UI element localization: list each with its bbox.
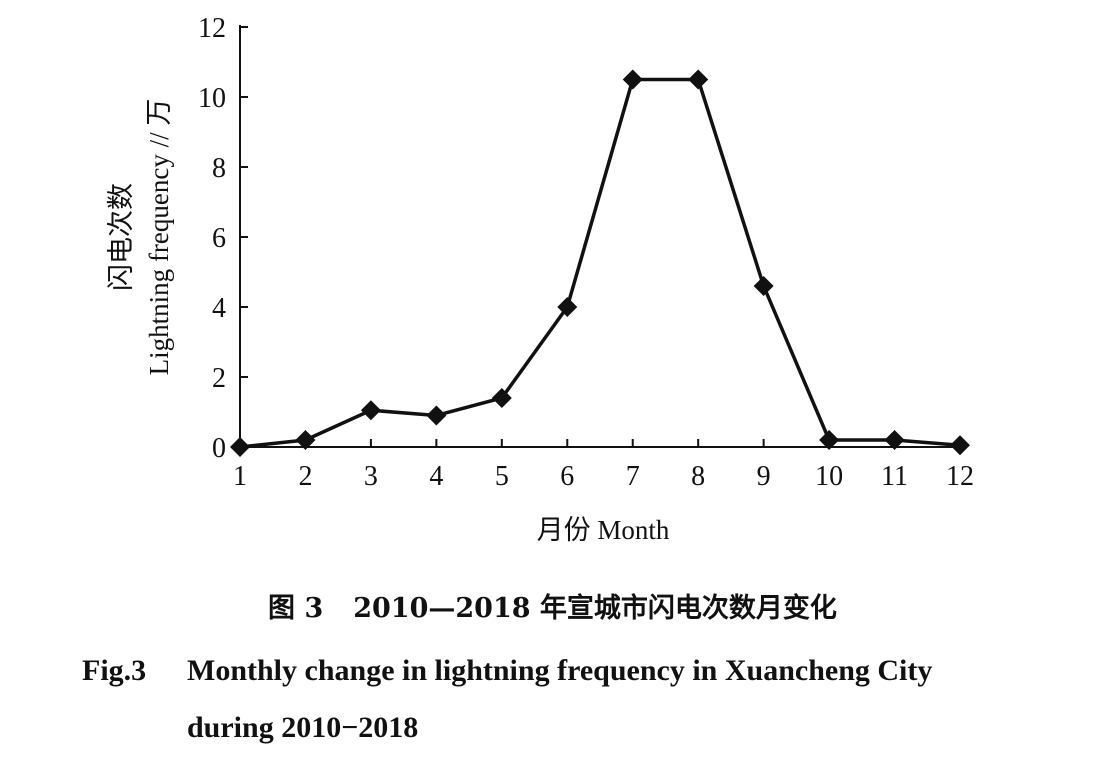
data-point-diamond	[819, 430, 840, 450]
x-tick-label: 6	[560, 461, 574, 492]
data-point-diamond	[950, 435, 970, 456]
data-point-diamond	[753, 276, 774, 296]
y-axis-title-cn: 闪电次数	[106, 183, 136, 291]
data-point-diamond	[491, 388, 512, 408]
data-point-diamond	[557, 297, 578, 317]
x-tick-label: 2	[298, 461, 312, 492]
caption-en-text-line2: during 2010−2018	[187, 711, 419, 744]
x-tick-label: 9	[757, 461, 771, 492]
data-point-diamond	[688, 69, 709, 90]
data-point-diamond	[884, 430, 905, 450]
x-tick-label: 11	[881, 461, 908, 492]
y-tick-label: 0	[212, 433, 226, 464]
figure-caption-cn: 图 3 2010—2018 年宣城市闪电次数月变化	[0, 586, 1105, 625]
y-tick-label: 12	[198, 13, 226, 44]
caption-cn-label: 图 3	[268, 593, 324, 624]
x-tick-label: 4	[429, 461, 443, 492]
y-axis-title-en: Lightning frequency // 万	[144, 99, 174, 376]
caption-cn-text: 2010—2018 年宣城市闪电次数月变化	[353, 593, 837, 624]
figure-caption-en: Fig.3 Monthly change in lightning frequen…	[82, 642, 1042, 756]
series	[230, 69, 970, 457]
y-tick-label: 10	[198, 83, 226, 114]
x-axis-title: 月份 Month	[537, 515, 670, 545]
y-tick-label: 2	[212, 363, 226, 394]
x-tick-label: 1	[233, 461, 247, 492]
caption-en-text-line1: Monthly change in lightning frequency in…	[187, 654, 933, 687]
x-tick-label: 8	[691, 461, 705, 492]
axes	[239, 25, 962, 448]
caption-en-label: Fig.3	[82, 654, 147, 687]
x-tick-label: 10	[815, 461, 843, 492]
data-point-diamond	[426, 405, 447, 426]
data-point-diamond	[622, 69, 643, 90]
y-tick-label: 4	[212, 293, 226, 324]
x-tick-label: 3	[364, 461, 378, 492]
data-point-diamond	[295, 430, 316, 450]
x-tick-label: 12	[946, 461, 974, 492]
data-point-diamond	[360, 400, 381, 421]
x-tick-label: 7	[626, 461, 640, 492]
y-tick-label: 8	[212, 153, 226, 184]
y-tick-label: 6	[212, 223, 226, 254]
series-line	[239, 77, 961, 449]
data-point-diamond	[230, 437, 250, 457]
chart-figure: 0 2 4 6 8 10 12 1 2 3 4 5 6 7 8 9 10 11 12 闪电次数 Lightning …	[106, 13, 974, 545]
x-tick-label: 5	[495, 461, 509, 492]
